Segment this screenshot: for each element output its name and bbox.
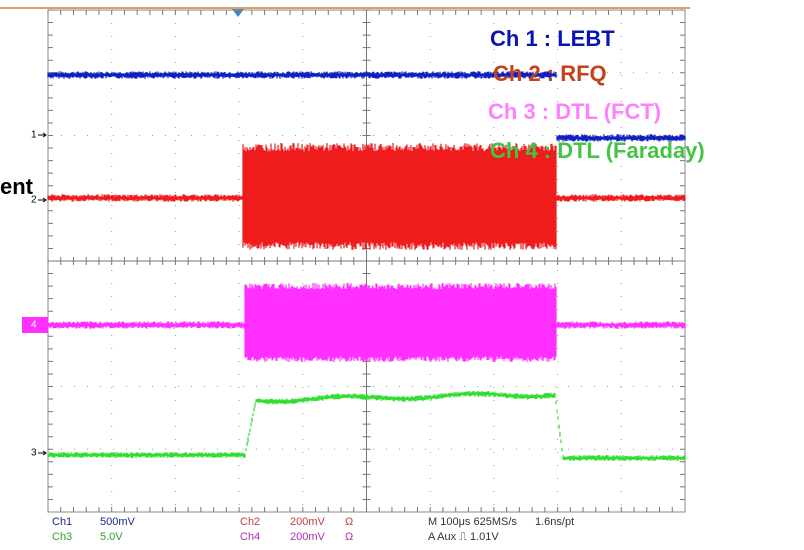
readout-text: M 100μs 625MS/s [428, 516, 517, 528]
background [0, 0, 804, 550]
channel-marker: 4 [31, 320, 37, 331]
readout-text: A Aux ⎍ 1.01V [428, 531, 499, 543]
readout-text: 5.0V [100, 531, 123, 543]
readout-text: Ch4 [240, 531, 260, 543]
channel-marker: 3 [31, 448, 37, 459]
oscilloscope-screenshot: 1243Ch 1 : LEBTCh 2 : RFQCh 3 : DTL (FCT… [0, 0, 804, 550]
readout-text: 200mV [290, 516, 326, 528]
cut-label: ent [0, 174, 34, 199]
legend-entry: Ch 4 : DTL (Faraday) [490, 138, 705, 163]
readout-text: Ω [345, 516, 353, 528]
readout-text: Ω [345, 531, 353, 543]
legend-entry: Ch 3 : DTL (FCT) [488, 99, 661, 124]
channel-marker: 1 [31, 130, 37, 141]
readout-text: 200mV [290, 531, 326, 543]
readout-text: 1.6ns/pt [535, 516, 574, 528]
readout-text: 500mV [100, 516, 136, 528]
legend-entry: Ch 2 : RFQ [493, 61, 607, 86]
legend-entry: Ch 1 : LEBT [490, 26, 615, 51]
readout-text: Ch3 [52, 531, 72, 543]
readout-text: Ch2 [240, 516, 260, 528]
readout-text: Ch1 [52, 516, 72, 528]
